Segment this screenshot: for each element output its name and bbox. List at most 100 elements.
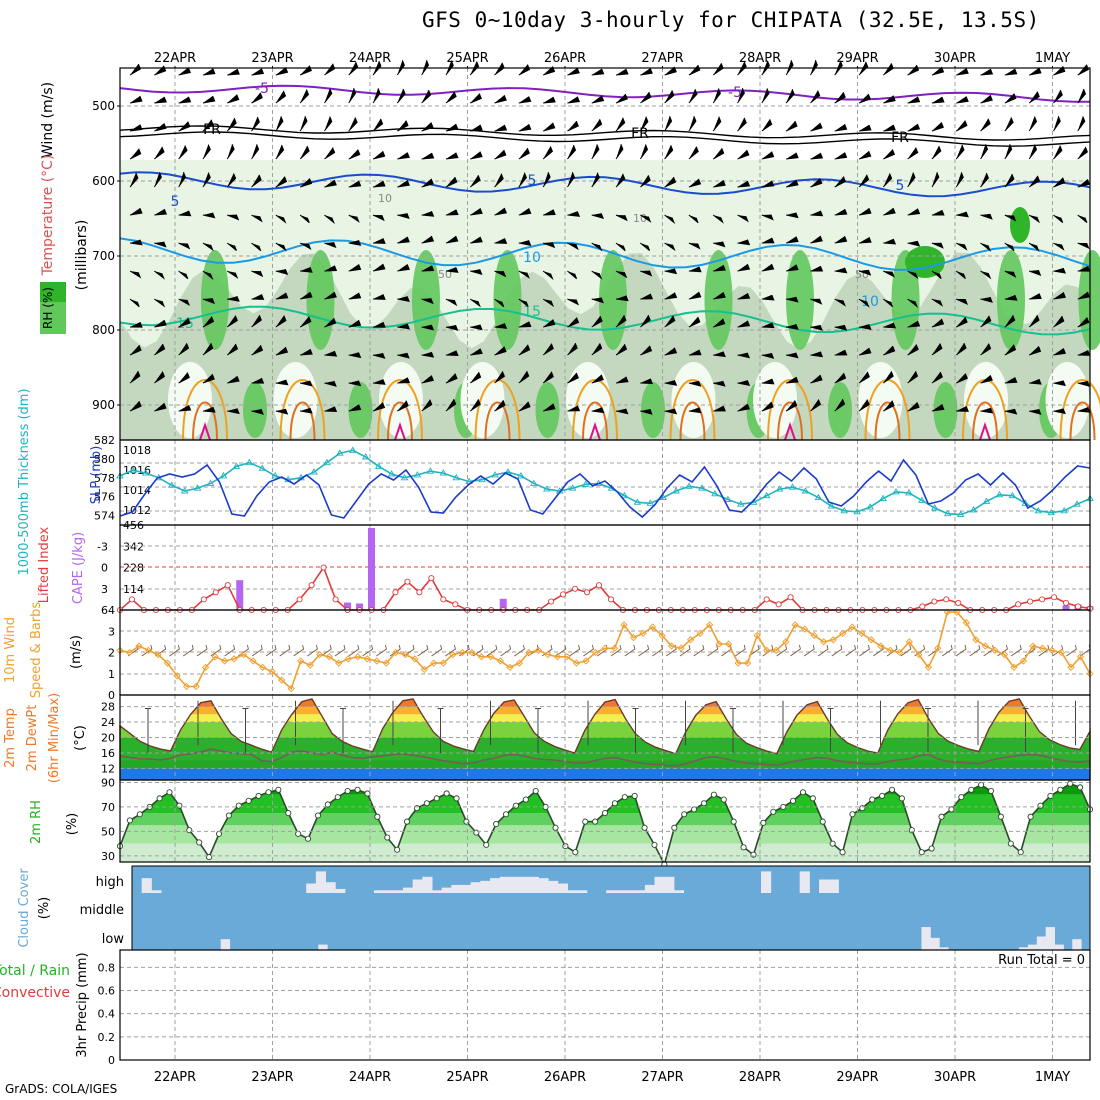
rh2m-line-marker <box>1037 802 1044 809</box>
wind10-speed-line-marker <box>867 636 875 644</box>
lifted-index-line-marker <box>560 591 567 598</box>
thickness-tick-label: 578 <box>94 472 115 485</box>
wind-barb <box>494 124 508 132</box>
wind10-barb <box>610 644 622 657</box>
date-label-top: 22APR <box>154 51 196 66</box>
wind10-speed-line-marker <box>144 646 153 655</box>
wind-barb <box>324 88 333 104</box>
wind10-speed-line-marker <box>525 648 533 657</box>
wind-barb <box>251 294 265 300</box>
wind10-barb <box>845 644 857 657</box>
wind-barb <box>810 324 823 331</box>
wind-barb <box>1028 116 1038 132</box>
lifted-index-line-marker <box>1051 594 1058 601</box>
lifted-index-line-marker <box>919 603 926 610</box>
wind-barb <box>1077 88 1087 104</box>
wind10-speed-line-marker <box>382 659 390 667</box>
wind-barb <box>518 172 527 188</box>
wind-barb <box>178 343 190 356</box>
wind-barb <box>153 172 162 188</box>
wind-barb <box>640 175 651 188</box>
wind10-speed-line-marker <box>487 653 495 661</box>
wind-barb <box>275 346 289 356</box>
rh2m-line-marker <box>1047 792 1054 799</box>
lifted-index-line-marker <box>308 582 315 589</box>
thickness-line-marker <box>581 480 590 487</box>
wind-barb <box>129 124 143 132</box>
thickness-line-marker <box>478 475 486 483</box>
cloud-bar-high <box>461 884 472 893</box>
wind-barb <box>713 241 726 248</box>
wind-barb <box>1004 315 1016 328</box>
li-tick-label: 3 <box>101 583 108 596</box>
wind-barb <box>688 349 702 356</box>
wind-barb <box>372 263 386 272</box>
cloud-bar-high <box>654 876 665 893</box>
wind-barb <box>445 176 458 188</box>
rh2m-line-marker <box>819 818 826 825</box>
rh2m-line-marker <box>641 824 648 831</box>
thickness-line-marker <box>336 449 344 456</box>
wind-barb <box>640 68 653 76</box>
wind10-speed-line-marker <box>125 648 134 657</box>
wind-barb <box>275 90 287 104</box>
thickness-line-marker <box>400 473 409 481</box>
wind-barb <box>640 270 653 277</box>
thickness-line-marker <box>1008 491 1017 499</box>
wind-barb <box>737 214 749 223</box>
isotherm-20 <box>377 379 423 441</box>
wind-barb <box>129 345 142 356</box>
wind-barb <box>324 406 338 413</box>
rh2m-line-marker <box>621 794 628 801</box>
isotherm-30 <box>394 421 406 441</box>
wind-barb <box>543 209 556 216</box>
rh2m-tick-label: 70 <box>101 801 115 814</box>
cloud-bar-high <box>470 882 481 893</box>
wind-barb <box>251 345 264 356</box>
wind-barb <box>931 371 943 384</box>
wind-barb <box>664 214 676 225</box>
lifted-index-line-marker <box>583 589 591 596</box>
wind-barb <box>591 172 600 188</box>
wind-barb <box>1004 173 1015 188</box>
wind10-speed-line-marker <box>705 621 714 629</box>
wind10-barb <box>1052 644 1064 657</box>
credit-label: GrADS: COLA/IGES <box>5 1082 118 1096</box>
wind10-speed-line-marker <box>696 629 704 638</box>
wind-barb <box>688 316 701 328</box>
wind-barb <box>567 242 579 251</box>
wind-barb <box>980 94 993 104</box>
wind10-speed-line-marker <box>915 650 923 659</box>
thickness-line-marker <box>646 499 655 506</box>
wind-barb <box>713 264 726 272</box>
thickness-line-marker <box>685 482 693 489</box>
wind10-speed-line-marker <box>430 659 438 667</box>
wind10-speed-line-marker <box>620 621 628 629</box>
wind-barb <box>955 172 964 188</box>
wind-barb <box>542 298 555 308</box>
wind-barb <box>421 324 435 331</box>
thickness-line-marker <box>931 504 939 511</box>
wind-barb <box>956 406 969 412</box>
wind10-speed-line-marker <box>658 631 666 640</box>
cloud-bar-low <box>1054 944 1064 950</box>
wind-barb <box>810 210 824 217</box>
wind-barb <box>129 148 142 160</box>
rh2m-line-marker <box>334 794 341 801</box>
wind-barb <box>494 371 506 384</box>
wind-barb <box>834 372 847 384</box>
wind-barb <box>834 152 848 160</box>
wind-barb <box>372 294 386 300</box>
cloud-bar-high <box>673 890 685 893</box>
wind-barb <box>518 124 532 132</box>
cloud-bar-high <box>509 876 520 893</box>
wind-barb <box>154 65 167 76</box>
wind-barb <box>542 122 556 132</box>
thickness-line-marker <box>568 484 577 491</box>
isotherm-30 <box>589 421 601 441</box>
wind-barb <box>615 214 628 222</box>
wind-barb <box>640 345 653 356</box>
ylabel-rh: RH (%) <box>41 287 55 329</box>
wind-barb <box>397 377 411 384</box>
thickness-line-marker <box>840 506 849 514</box>
